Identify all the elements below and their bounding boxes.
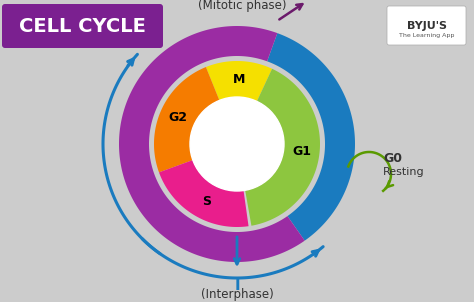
- Text: I: I: [234, 278, 240, 293]
- Text: Resting: Resting: [383, 167, 425, 177]
- Text: G0: G0: [383, 152, 402, 165]
- Text: CELL CYCLE: CELL CYCLE: [19, 17, 146, 36]
- Circle shape: [190, 97, 284, 191]
- Polygon shape: [154, 67, 219, 172]
- Polygon shape: [245, 69, 320, 226]
- Text: G2: G2: [168, 111, 187, 124]
- Polygon shape: [206, 61, 272, 101]
- Polygon shape: [267, 33, 355, 241]
- Text: S: S: [202, 195, 211, 208]
- Polygon shape: [119, 26, 305, 262]
- Polygon shape: [159, 160, 248, 227]
- Text: G1: G1: [292, 146, 311, 159]
- FancyBboxPatch shape: [387, 6, 466, 45]
- Text: The Learning App: The Learning App: [399, 33, 455, 37]
- FancyBboxPatch shape: [2, 4, 163, 48]
- Text: (Mitotic phase): (Mitotic phase): [198, 0, 286, 12]
- Text: (Interphase): (Interphase): [201, 288, 273, 301]
- Text: BYJU'S: BYJU'S: [407, 21, 447, 31]
- Text: M: M: [233, 72, 246, 85]
